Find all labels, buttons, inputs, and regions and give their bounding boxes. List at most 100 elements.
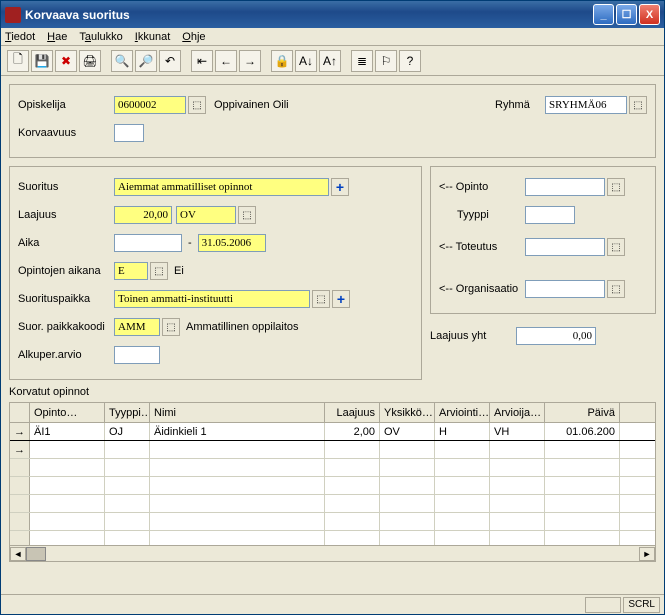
sort-asc-icon[interactable]: A↓ — [295, 50, 317, 72]
app-icon — [5, 7, 21, 23]
suoritus-panel: Suoritus + Laajuus ⬚ Aika - Opi — [9, 166, 422, 380]
cell-arviointi[interactable]: H — [435, 423, 490, 440]
list-icon[interactable]: ≣ — [351, 50, 373, 72]
ryhma-picker-icon[interactable]: ⬚ — [629, 96, 647, 114]
close-button[interactable]: X — [639, 4, 660, 25]
app-window: Korvaava suoritus _ ☐ X Tiedot Hae Taulu… — [0, 0, 665, 615]
cell-opinto[interactable]: ÄI1 — [30, 423, 105, 440]
laajuus-picker-icon[interactable]: ⬚ — [238, 206, 256, 224]
tyyppi-label: Tyyppi — [439, 209, 525, 221]
aika-label: Aika — [18, 237, 114, 249]
korvaavuus-input[interactable] — [114, 124, 144, 142]
suor-paikkakoodi-picker-icon[interactable]: ⬚ — [162, 318, 180, 336]
cell-nimi[interactable]: Äidinkieli 1 — [150, 423, 325, 440]
new-icon[interactable]: 🗋 — [7, 50, 29, 72]
help-icon[interactable]: ? — [399, 50, 421, 72]
laajuus-yht-input — [516, 327, 596, 345]
opinto-input[interactable] — [525, 178, 605, 196]
toteutus-input[interactable] — [525, 238, 605, 256]
grid-title: Korvatut opinnot — [9, 386, 656, 398]
opiskelija-label: Opiskelija — [18, 99, 114, 111]
opintojen-aikana-input[interactable] — [114, 262, 148, 280]
row-pointer-icon: → — [10, 441, 30, 458]
opinto-picker-icon[interactable]: ⬚ — [607, 178, 625, 196]
toteutus-link-label: <-- Toteutus — [439, 241, 525, 253]
student-panel: Opiskelija ⬚ Oppivainen Oili Ryhmä ⬚ Kor… — [9, 84, 656, 158]
delete-icon[interactable]: ✖ — [55, 50, 77, 72]
menu-ohje[interactable]: Ohje — [182, 31, 205, 43]
titlebar[interactable]: Korvaava suoritus _ ☐ X — [1, 1, 664, 28]
table-row[interactable]: → ÄI1 OJ Äidinkieli 1 2,00 OV H VH 01.06… — [10, 423, 655, 441]
lock-icon[interactable]: 🔒 — [271, 50, 293, 72]
menu-ikkunat[interactable]: Ikkunat — [135, 31, 170, 43]
menu-taulukko[interactable]: Taulukko — [79, 31, 122, 43]
menu-tiedot[interactable]: Tiedot — [5, 31, 35, 43]
suoritus-add-icon[interactable]: + — [331, 178, 349, 196]
cell-arvioija[interactable]: VH — [490, 423, 545, 440]
menu-hae[interactable]: Hae — [47, 31, 67, 43]
cell-empty[interactable] — [30, 441, 105, 458]
opintojen-aikana-text: Ei — [174, 265, 184, 277]
grid-hscroll[interactable]: ◄ ► — [10, 545, 655, 561]
menubar: Tiedot Hae Taulukko Ikkunat Ohje — [1, 28, 664, 46]
table-row[interactable]: → — [10, 441, 655, 459]
suorituspaikka-picker-icon[interactable]: ⬚ — [312, 290, 330, 308]
laajuus-input[interactable] — [114, 206, 172, 224]
cell-yksikko[interactable]: OV — [380, 423, 435, 440]
cell-laajuus[interactable]: 2,00 — [325, 423, 380, 440]
scroll-left-icon[interactable]: ◄ — [10, 547, 26, 561]
col-paiva[interactable]: Päivä — [545, 403, 620, 422]
nav-prev-icon[interactable]: ← — [215, 50, 237, 72]
ryhma-label: Ryhmä — [495, 99, 545, 111]
korvatut-grid[interactable]: Opinto… Tyyppi… Nimi Laajuus Yksikkö… Ar… — [9, 402, 656, 562]
tyyppi-input[interactable] — [525, 206, 575, 224]
laajuus-yht-label: Laajuus yht — [430, 330, 516, 342]
content-area: Opiskelija ⬚ Oppivainen Oili Ryhmä ⬚ Kor… — [1, 76, 664, 594]
suorituspaikka-add-icon[interactable]: + — [332, 290, 350, 308]
opintojen-aikana-picker-icon[interactable]: ⬚ — [150, 262, 168, 280]
col-arvioija[interactable]: Arvioija… — [490, 403, 545, 422]
laajuus-unit-input[interactable] — [176, 206, 236, 224]
col-tyyppi[interactable]: Tyyppi… — [105, 403, 150, 422]
sort-desc-icon[interactable]: A↑ — [319, 50, 341, 72]
flag-icon[interactable]: ⚐ — [375, 50, 397, 72]
cell-tyyppi[interactable]: OJ — [105, 423, 150, 440]
scroll-right-icon[interactable]: ► — [639, 547, 655, 561]
minimize-button[interactable]: _ — [593, 4, 614, 25]
toteutus-picker-icon[interactable]: ⬚ — [607, 238, 625, 256]
suoritus-input[interactable] — [114, 178, 329, 196]
window-title: Korvaava suoritus — [25, 8, 593, 22]
organisaatio-input[interactable] — [525, 280, 605, 298]
nav-first-icon[interactable]: ⇤ — [191, 50, 213, 72]
opiskelija-picker-icon[interactable]: ⬚ — [188, 96, 206, 114]
toolbar: 🗋 💾 ✖ 🖨 🔍 🔎 ↶ ⇤ ← → 🔒 A↓ A↑ ≣ ⚐ ? — [1, 46, 664, 76]
save-icon[interactable]: 💾 — [31, 50, 53, 72]
maximize-button[interactable]: ☐ — [616, 4, 637, 25]
suor-paikkakoodi-label: Suor. paikkakoodi — [18, 321, 114, 333]
grid-header: Opinto… Tyyppi… Nimi Laajuus Yksikkö… Ar… — [10, 403, 655, 423]
nav-next-icon[interactable]: → — [239, 50, 261, 72]
status-scrl: SCRL — [623, 597, 660, 613]
col-nimi[interactable]: Nimi — [150, 403, 325, 422]
col-laajuus[interactable]: Laajuus — [325, 403, 380, 422]
print-icon[interactable]: 🖨 — [79, 50, 101, 72]
zoom-in-icon[interactable]: 🔍 — [111, 50, 133, 72]
opinto-link-label: <-- Opinto — [439, 181, 525, 193]
suorituspaikka-label: Suorituspaikka — [18, 293, 114, 305]
back-icon[interactable]: ↶ — [159, 50, 181, 72]
opiskelija-input[interactable] — [114, 96, 186, 114]
suor-paikkakoodi-input[interactable] — [114, 318, 160, 336]
cell-paiva[interactable]: 01.06.200 — [545, 423, 620, 440]
status-empty — [585, 597, 621, 613]
scroll-thumb[interactable] — [26, 547, 46, 561]
organisaatio-picker-icon[interactable]: ⬚ — [607, 280, 625, 298]
aika-from-input[interactable] — [114, 234, 182, 252]
col-yksikko[interactable]: Yksikkö… — [380, 403, 435, 422]
ryhma-input[interactable] — [545, 96, 627, 114]
suorituspaikka-input[interactable] — [114, 290, 310, 308]
aika-to-input[interactable] — [198, 234, 266, 252]
zoom-out-icon[interactable]: 🔎 — [135, 50, 157, 72]
alkuper-arvio-input[interactable] — [114, 346, 160, 364]
col-arviointi[interactable]: Arviointi… — [435, 403, 490, 422]
col-opinto[interactable]: Opinto… — [30, 403, 105, 422]
